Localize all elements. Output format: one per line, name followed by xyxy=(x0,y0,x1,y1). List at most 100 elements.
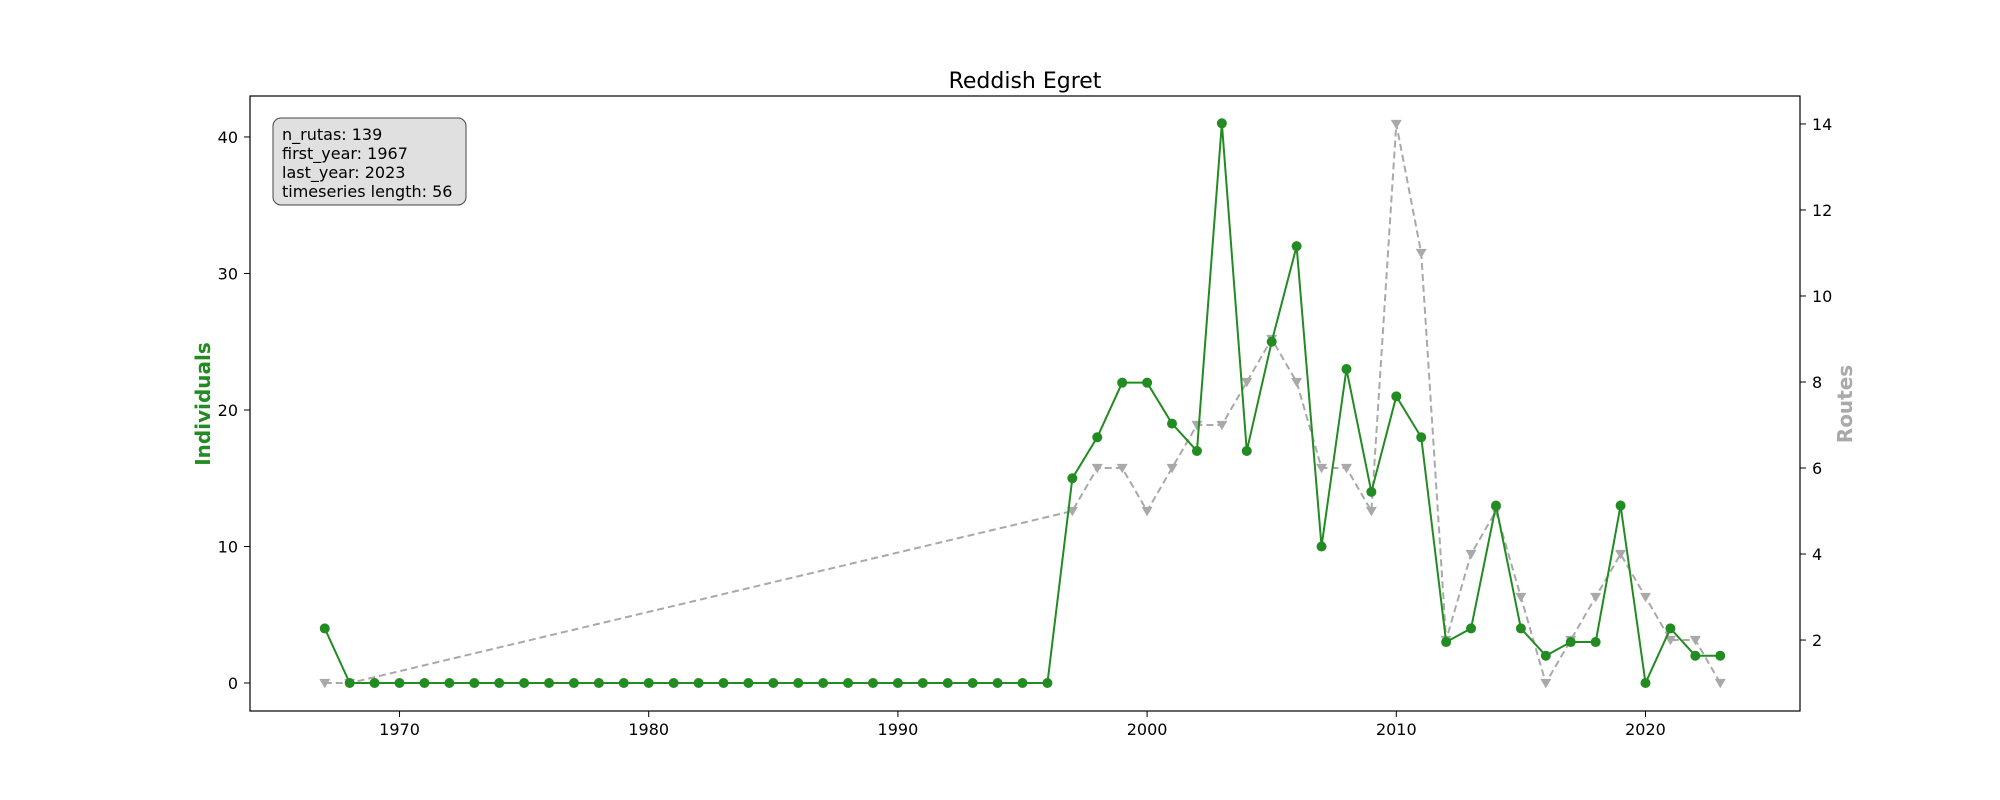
individuals-point xyxy=(419,678,430,689)
individuals-point xyxy=(1042,678,1053,689)
individuals-point xyxy=(618,678,629,689)
routes-point xyxy=(1540,678,1552,689)
individuals-point xyxy=(593,678,604,689)
x-axis: 1970 1980 1990 2000 2010 2020 xyxy=(379,711,1666,739)
routes-point xyxy=(1066,506,1078,517)
individuals-point xyxy=(1615,500,1626,511)
individuals-point xyxy=(1640,678,1651,689)
individuals-point xyxy=(892,678,903,689)
individuals-point xyxy=(469,678,480,689)
individuals-point xyxy=(1017,678,1028,689)
individuals-point xyxy=(643,678,654,689)
individuals-point xyxy=(444,678,455,689)
info-box: n_rutas: 139 first_year: 1967 last_year: 2… xyxy=(272,117,467,206)
info-box-background xyxy=(272,117,467,206)
individuals-point xyxy=(1216,118,1227,129)
individuals-point xyxy=(319,623,330,634)
individuals-point xyxy=(693,678,704,689)
routes-point xyxy=(1166,463,1178,474)
x-tick-label: 2000 xyxy=(1127,720,1168,739)
y-right-tick-label: 4 xyxy=(1812,545,1822,564)
individuals-point xyxy=(1366,486,1377,497)
y-right-tick-label: 8 xyxy=(1812,373,1822,392)
routes-line xyxy=(324,123,1722,686)
routes-point xyxy=(1615,549,1627,560)
info-box-text: n_rutas: 139 first_year: 1967 last_year: 2… xyxy=(282,125,452,201)
individuals-point xyxy=(394,678,405,689)
routes-point xyxy=(1141,506,1153,517)
individuals-point xyxy=(1540,650,1551,661)
individuals-point xyxy=(743,678,754,689)
y-axis-right: 2 4 6 8 10 12 14 xyxy=(1800,115,1832,650)
individuals-point xyxy=(1490,500,1501,511)
individuals-point xyxy=(718,678,729,689)
individuals-point xyxy=(917,678,928,689)
routes-point xyxy=(1291,377,1303,388)
individuals-point xyxy=(344,678,355,689)
x-tick-label: 1990 xyxy=(878,720,919,739)
individuals-point xyxy=(1690,650,1701,661)
series-individuals xyxy=(319,118,1726,689)
individuals-point xyxy=(1341,364,1352,375)
individuals-point xyxy=(568,678,579,689)
individuals-point xyxy=(494,678,505,689)
individuals-point xyxy=(369,678,380,689)
routes-point xyxy=(1241,377,1253,388)
individuals-point xyxy=(942,678,953,689)
y-right-tick-label: 6 xyxy=(1812,459,1822,478)
y-left-tick-label: 30 xyxy=(218,264,238,283)
individuals-point xyxy=(843,678,854,689)
y-right-tick-label: 14 xyxy=(1812,115,1832,134)
info-box-line: first_year: 1967 xyxy=(282,144,408,164)
x-tick-label: 1970 xyxy=(379,720,420,739)
routes-point xyxy=(1465,549,1477,560)
individuals-point xyxy=(768,678,779,689)
individuals-point xyxy=(818,678,829,689)
routes-point xyxy=(1639,592,1651,603)
y-left-tick-label: 40 xyxy=(218,128,238,147)
y-right-tick-label: 12 xyxy=(1812,201,1832,220)
individuals-point xyxy=(668,678,679,689)
individuals-point xyxy=(1191,445,1202,456)
individuals-point xyxy=(1715,650,1726,661)
individuals-point xyxy=(1441,637,1452,648)
individuals-point xyxy=(1565,637,1576,648)
routes-point xyxy=(1415,248,1427,259)
routes-point xyxy=(1515,592,1527,603)
routes-point xyxy=(319,678,331,689)
individuals-point xyxy=(1067,473,1078,484)
plot-frame xyxy=(249,95,1801,712)
individuals-point xyxy=(1142,377,1153,388)
y-right-tick-label: 2 xyxy=(1812,631,1822,650)
individuals-point xyxy=(519,678,530,689)
individuals-point xyxy=(793,678,804,689)
individuals-point xyxy=(1665,623,1676,634)
y-axis-left-label: Individuals xyxy=(191,342,215,466)
x-tick-label: 1980 xyxy=(628,720,669,739)
x-tick-label: 2020 xyxy=(1625,720,1666,739)
individuals-point xyxy=(1416,432,1427,443)
chart-title: Reddish Egret xyxy=(949,69,1102,94)
individuals-point xyxy=(1241,445,1252,456)
individuals-point xyxy=(1590,637,1601,648)
routes-point xyxy=(1590,592,1602,603)
individuals-point xyxy=(1266,336,1277,347)
individuals-point xyxy=(1316,541,1327,552)
individuals-point xyxy=(867,678,878,689)
y-left-tick-label: 10 xyxy=(218,537,238,556)
individuals-point xyxy=(544,678,555,689)
individuals-point xyxy=(1167,418,1178,429)
individuals-point xyxy=(1466,623,1477,634)
routes-point xyxy=(1664,635,1676,646)
y-left-tick-label: 0 xyxy=(228,674,238,693)
routes-point xyxy=(1316,463,1328,474)
y-left-tick-label: 20 xyxy=(218,401,238,420)
routes-point xyxy=(1365,506,1377,517)
y-right-tick-label: 10 xyxy=(1812,287,1832,306)
routes-point xyxy=(1216,420,1228,431)
routes-point xyxy=(1091,463,1103,474)
individuals-point xyxy=(992,678,1003,689)
routes-point xyxy=(1689,635,1701,646)
routes-point xyxy=(1340,463,1352,474)
